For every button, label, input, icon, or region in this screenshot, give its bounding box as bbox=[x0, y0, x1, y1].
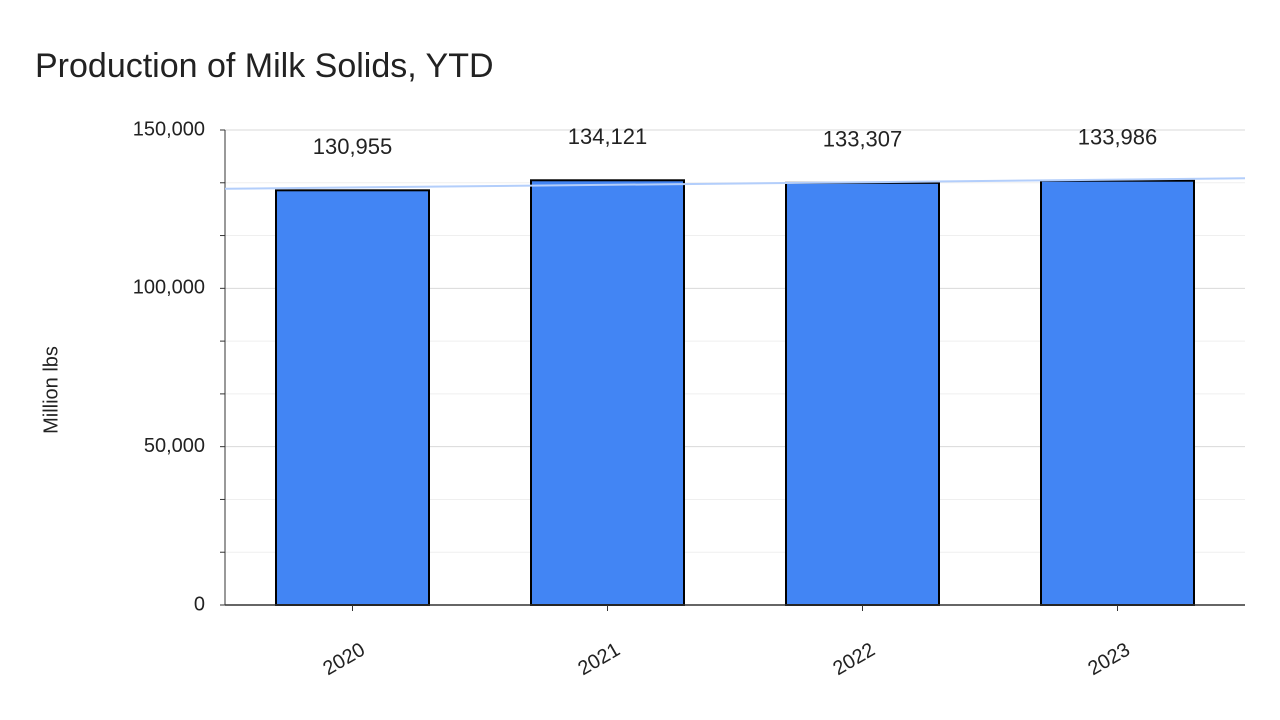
bar bbox=[1040, 179, 1195, 606]
chart-title: Production of Milk Solids, YTD bbox=[35, 47, 494, 85]
value-label: 133,307 bbox=[823, 127, 903, 152]
y-tick-label: 100,000 bbox=[133, 277, 205, 299]
trendline bbox=[224, 177, 1246, 190]
y-tick-label: 50,000 bbox=[144, 435, 205, 457]
value-label: 133,986 bbox=[1078, 125, 1158, 150]
y-tick-label: 0 bbox=[194, 593, 205, 615]
value-label: 130,955 bbox=[313, 134, 393, 159]
y-axis-title: Million lbs bbox=[40, 346, 62, 434]
bar bbox=[785, 181, 940, 606]
y-tick-label: 150,000 bbox=[133, 118, 205, 140]
bar bbox=[275, 189, 430, 606]
bar bbox=[530, 179, 685, 606]
value-label: 134,121 bbox=[568, 124, 648, 149]
